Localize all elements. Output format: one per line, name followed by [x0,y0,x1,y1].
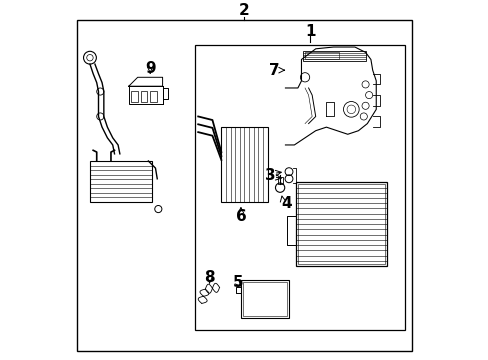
Text: 8: 8 [204,270,214,285]
Bar [194,45,404,330]
Bar [305,52,339,59]
Bar [128,86,163,104]
Text: 2: 2 [239,3,249,18]
Bar [297,184,385,264]
Bar [277,177,282,184]
Bar [296,183,386,266]
Text: 6: 6 [235,209,246,224]
Bar [242,282,286,316]
Text: 9: 9 [144,61,155,76]
Polygon shape [285,47,375,145]
Bar [141,91,147,102]
Bar [221,127,267,202]
Text: 1: 1 [305,23,315,39]
Text: 7: 7 [268,63,279,78]
Text: 4: 4 [281,196,291,211]
Bar [131,91,138,102]
Bar [89,161,152,202]
Bar [303,51,365,61]
Bar [150,91,157,102]
Bar [241,280,288,318]
Text: 3: 3 [264,168,275,183]
Text: 5: 5 [233,275,243,290]
